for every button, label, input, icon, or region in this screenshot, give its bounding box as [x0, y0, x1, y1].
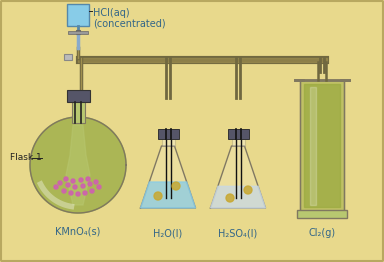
Circle shape: [86, 177, 90, 181]
Polygon shape: [66, 125, 90, 205]
Bar: [162, 132, 174, 146]
Circle shape: [154, 192, 162, 200]
Circle shape: [73, 185, 77, 189]
Bar: [297, 210, 347, 218]
Text: H₂SO₄(l): H₂SO₄(l): [218, 228, 258, 238]
Text: HCl(aq): HCl(aq): [93, 8, 130, 18]
Text: KMnO₄(s): KMnO₄(s): [55, 226, 101, 236]
Text: Cl₂(g): Cl₂(g): [308, 228, 336, 238]
Bar: [71, 100, 84, 123]
Text: (concentrated): (concentrated): [93, 18, 166, 28]
Bar: [300, 80, 344, 215]
Circle shape: [81, 184, 85, 188]
Text: H₂O(l): H₂O(l): [153, 228, 183, 238]
Circle shape: [172, 182, 180, 190]
Bar: [157, 129, 179, 139]
Circle shape: [64, 177, 68, 181]
Bar: [66, 90, 89, 102]
Circle shape: [58, 181, 62, 185]
Circle shape: [62, 189, 66, 193]
Circle shape: [97, 185, 101, 189]
Circle shape: [79, 178, 83, 182]
Polygon shape: [310, 87, 316, 205]
Polygon shape: [141, 146, 195, 208]
Text: Flask 1: Flask 1: [10, 154, 42, 162]
Circle shape: [244, 186, 252, 194]
Bar: [300, 80, 344, 215]
Bar: [232, 132, 245, 146]
Circle shape: [69, 191, 73, 195]
Polygon shape: [30, 117, 126, 213]
Bar: [67, 4, 89, 26]
Circle shape: [90, 189, 94, 193]
Circle shape: [54, 185, 58, 189]
Polygon shape: [210, 186, 265, 208]
Circle shape: [71, 179, 75, 183]
Circle shape: [94, 180, 98, 184]
Circle shape: [83, 191, 87, 195]
Polygon shape: [30, 117, 126, 213]
Polygon shape: [304, 84, 340, 207]
Bar: [64, 54, 72, 60]
Circle shape: [226, 194, 234, 202]
Bar: [68, 31, 88, 34]
Circle shape: [76, 192, 80, 196]
Circle shape: [88, 182, 92, 186]
Circle shape: [66, 183, 70, 187]
Polygon shape: [141, 182, 195, 208]
Polygon shape: [210, 146, 265, 208]
Bar: [76, 30, 80, 34]
Bar: [227, 129, 248, 139]
